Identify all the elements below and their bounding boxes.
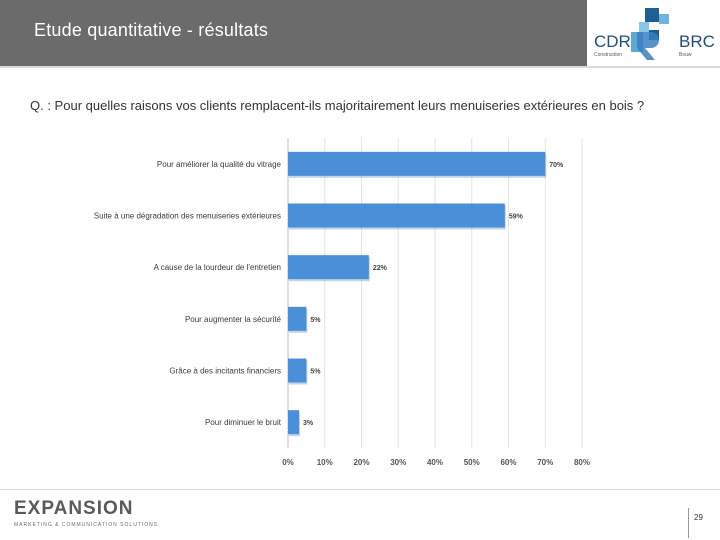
cdr-brc-logo: CDR Construction BRC Bouw	[587, 0, 720, 66]
x-tick-label: 50%	[464, 458, 480, 467]
bar-value-label: 70%	[549, 162, 564, 169]
category-label: A cause de la lourdeur de l'entretien	[154, 263, 281, 272]
x-tick-label: 80%	[574, 458, 590, 467]
logo-left-text: CDR	[594, 32, 631, 51]
category-label: Pour augmenter la sécurité	[185, 315, 282, 324]
x-tick-label: 10%	[317, 458, 333, 467]
page-title: Etude quantitative - résultats	[34, 20, 269, 40]
x-tick-label: 60%	[500, 458, 516, 467]
category-label: Pour améliorer la qualité du vitrage	[157, 160, 282, 169]
bar	[288, 255, 369, 280]
bar-chart-svg: Pour améliorer la qualité du vitrage Suit…	[94, 138, 590, 467]
category-label: Suite à une dégradation des menuiseries …	[94, 212, 281, 221]
category-label: Pour diminuer le bruit	[205, 418, 282, 427]
x-tick-label: 40%	[427, 458, 443, 467]
x-tick-label: 70%	[537, 458, 553, 467]
logo-right-sub: Bouw	[679, 52, 692, 58]
footer-divider	[0, 489, 720, 490]
x-tick-label: 0%	[282, 458, 294, 467]
bar-value-label: 59%	[509, 214, 524, 221]
title-divider	[0, 66, 720, 68]
expansion-logo: EXPANSION MARKETING & COMMUNICATION SOLU…	[14, 498, 158, 528]
bar	[288, 358, 307, 383]
expansion-tagline: MARKETING & COMMUNICATION SOLUTIONS	[14, 522, 159, 528]
survey-question: Q. : Pour quelles raisons vos clients re…	[30, 98, 645, 113]
x-tick-label: 30%	[390, 458, 406, 467]
logo-left-sub: Construction	[594, 52, 622, 58]
category-label: Grâce à des incitants financiers	[169, 367, 281, 376]
bar-value-label: 5%	[310, 317, 321, 324]
title-bar: Etude quantitative - résultats	[0, 0, 587, 66]
bar-value-label: 22%	[373, 265, 388, 272]
logo-right-text: BRC	[679, 32, 715, 51]
bar-chart: Pour améliorer la qualité du vitrage Suit…	[0, 130, 720, 475]
page-number: 29	[694, 513, 703, 522]
bar	[288, 306, 307, 331]
x-tick-label: 20%	[353, 458, 369, 467]
bar	[288, 151, 546, 176]
page-number-separator	[688, 508, 689, 538]
bar	[288, 410, 300, 435]
bar-value-label: 3%	[303, 420, 314, 427]
bar	[288, 203, 505, 228]
cdr-brc-logo-graphic: CDR Construction BRC Bouw	[594, 8, 715, 60]
bar-value-label: 5%	[310, 369, 321, 376]
expansion-brand: EXPANSION	[14, 498, 134, 519]
